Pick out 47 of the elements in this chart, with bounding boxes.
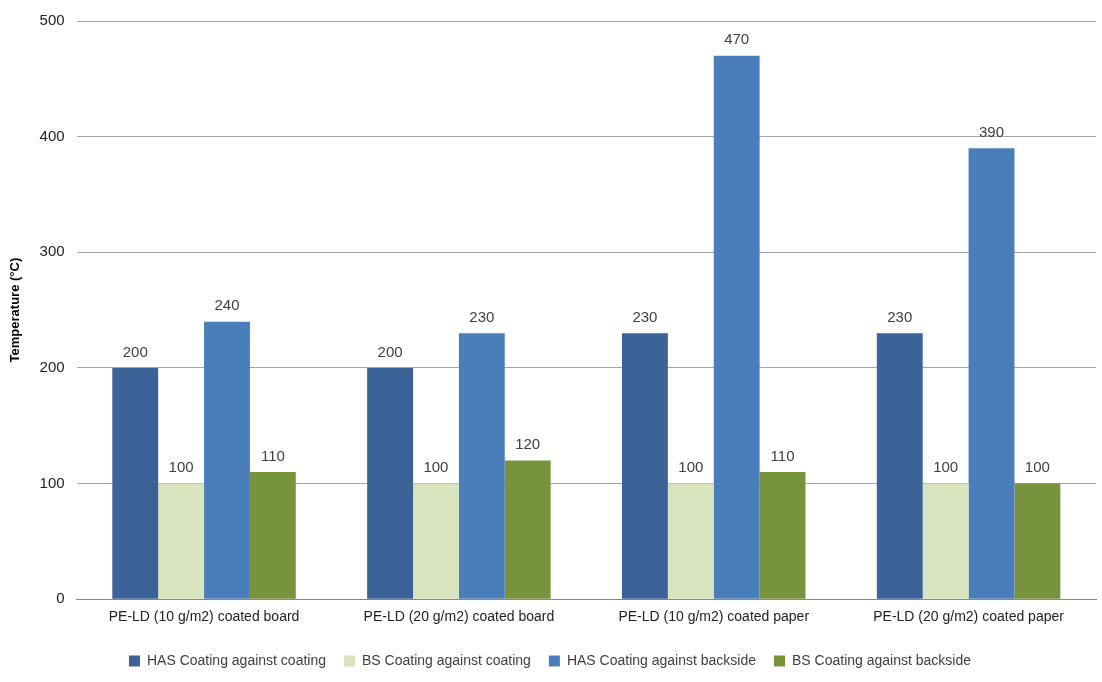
legend-label: BS Coating against backside — [792, 651, 972, 668]
bar — [112, 367, 159, 599]
data-label: 230 — [632, 307, 658, 325]
data-label: 110 — [260, 446, 285, 464]
bar — [968, 148, 1015, 599]
bar — [204, 321, 250, 599]
y-tick-label: 100 — [39, 473, 65, 491]
data-label: 100 — [168, 458, 194, 476]
bar — [713, 55, 760, 599]
y-tick-label: 500 — [39, 11, 65, 29]
data-label: 100 — [678, 458, 704, 476]
legend-label: BS Coating against coating — [362, 651, 531, 668]
bar — [667, 483, 714, 599]
data-label: 390 — [979, 122, 1005, 140]
y-tick-label: 400 — [39, 126, 65, 144]
data-label: 100 — [933, 458, 959, 476]
bar — [158, 483, 205, 599]
data-label: 240 — [214, 296, 240, 314]
y-axis-title: Temperature (°C) — [7, 257, 23, 363]
bar — [458, 333, 505, 599]
data-label: 100 — [423, 458, 449, 476]
data-label: 110 — [770, 446, 795, 464]
y-tick-label: 0 — [56, 589, 65, 607]
bar — [1014, 483, 1061, 599]
bar — [367, 367, 414, 599]
x-tick-label: PE-LD (20 g/m2) coated board — [363, 608, 555, 625]
legend-label: HAS Coating against backside — [566, 651, 757, 668]
data-label: 230 — [887, 307, 913, 325]
bar — [413, 483, 459, 599]
y-tick-label: 300 — [39, 242, 65, 260]
data-label: 470 — [724, 30, 750, 48]
bar — [876, 333, 923, 599]
bar — [621, 333, 668, 599]
legend-label: HAS Coating against coating — [147, 651, 326, 668]
data-label: 200 — [377, 342, 403, 360]
bar — [249, 472, 296, 599]
x-tick-label: PE-LD (10 g/m2) coated board — [108, 608, 300, 625]
bar — [922, 483, 969, 599]
x-tick-label: PE-LD (20 g/m2) coated paper — [873, 608, 1065, 625]
data-label: 100 — [1024, 458, 1050, 476]
data-label: 120 — [515, 435, 541, 453]
y-tick-label: 200 — [39, 358, 65, 376]
bar — [504, 460, 551, 599]
x-tick-label: PE-LD (10 g/m2) coated paper — [618, 608, 810, 625]
data-label: 230 — [469, 307, 495, 325]
bar — [759, 472, 806, 599]
data-label: 200 — [122, 342, 148, 360]
